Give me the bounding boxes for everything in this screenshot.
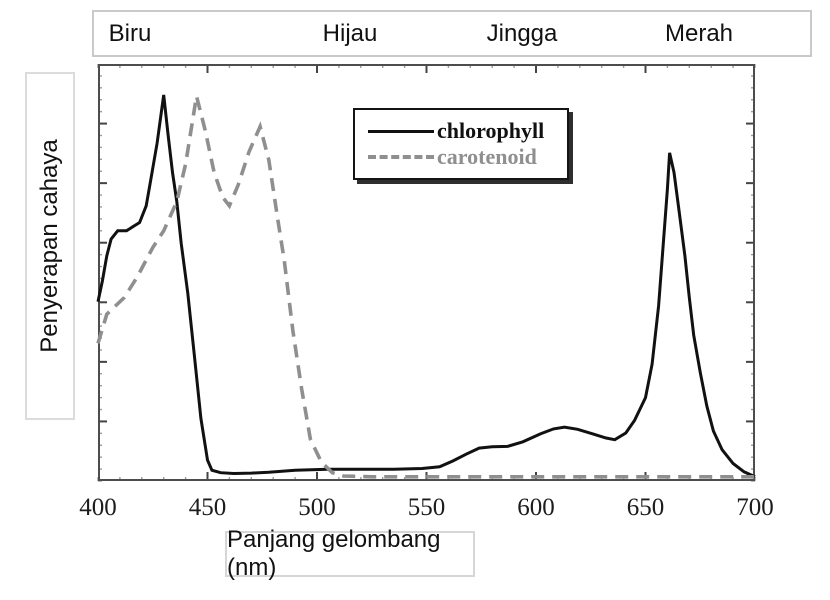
carotenoid-curve — [96, 95, 755, 479]
legend-label-chlorophyll: chlorophyll — [437, 118, 545, 143]
x-axis-label: Panjang gelombang (nm) — [227, 526, 441, 581]
x-tick-label: 650 — [626, 494, 665, 521]
legend: chlorophyll carotenoid — [353, 108, 569, 180]
band-label-jingga: Jingga — [486, 19, 558, 47]
x-axis-label-box: Panjang gelombang (nm) — [225, 526, 475, 581]
x-tick-label: 500 — [298, 494, 336, 521]
y-axis-label: Penyerapan cahaya — [36, 139, 63, 353]
carotenoid-line-swatch — [368, 155, 434, 159]
chlorophyll-line-swatch — [368, 129, 434, 133]
y-axis-label-box: Penyerapan cahaya — [25, 72, 75, 420]
legend-label-carotenoid: carotenoid — [437, 144, 537, 169]
legend-row-chlorophyll: chlorophyll — [355, 118, 567, 144]
absorption-spectrum-plot — [96, 64, 756, 482]
legend-row-carotenoid: carotenoid — [355, 144, 567, 170]
chlorophyll-curve — [96, 94, 756, 479]
band-label-biru: Biru — [108, 19, 152, 47]
color-band-header: Biru Hijau Jingga Merah — [92, 10, 812, 57]
band-label-hijau: Hijau — [322, 19, 378, 47]
x-axis-tick-labels: 400 450 500 550 600 650 700 — [79, 494, 774, 524]
band-label-merah: Merah — [664, 19, 734, 47]
x-tick-label: 450 — [188, 494, 227, 521]
x-tick-label: 600 — [517, 494, 555, 521]
x-tick-label: 700 — [736, 494, 774, 521]
x-tick-label: 550 — [407, 494, 446, 521]
x-tick-label: 400 — [79, 494, 117, 521]
